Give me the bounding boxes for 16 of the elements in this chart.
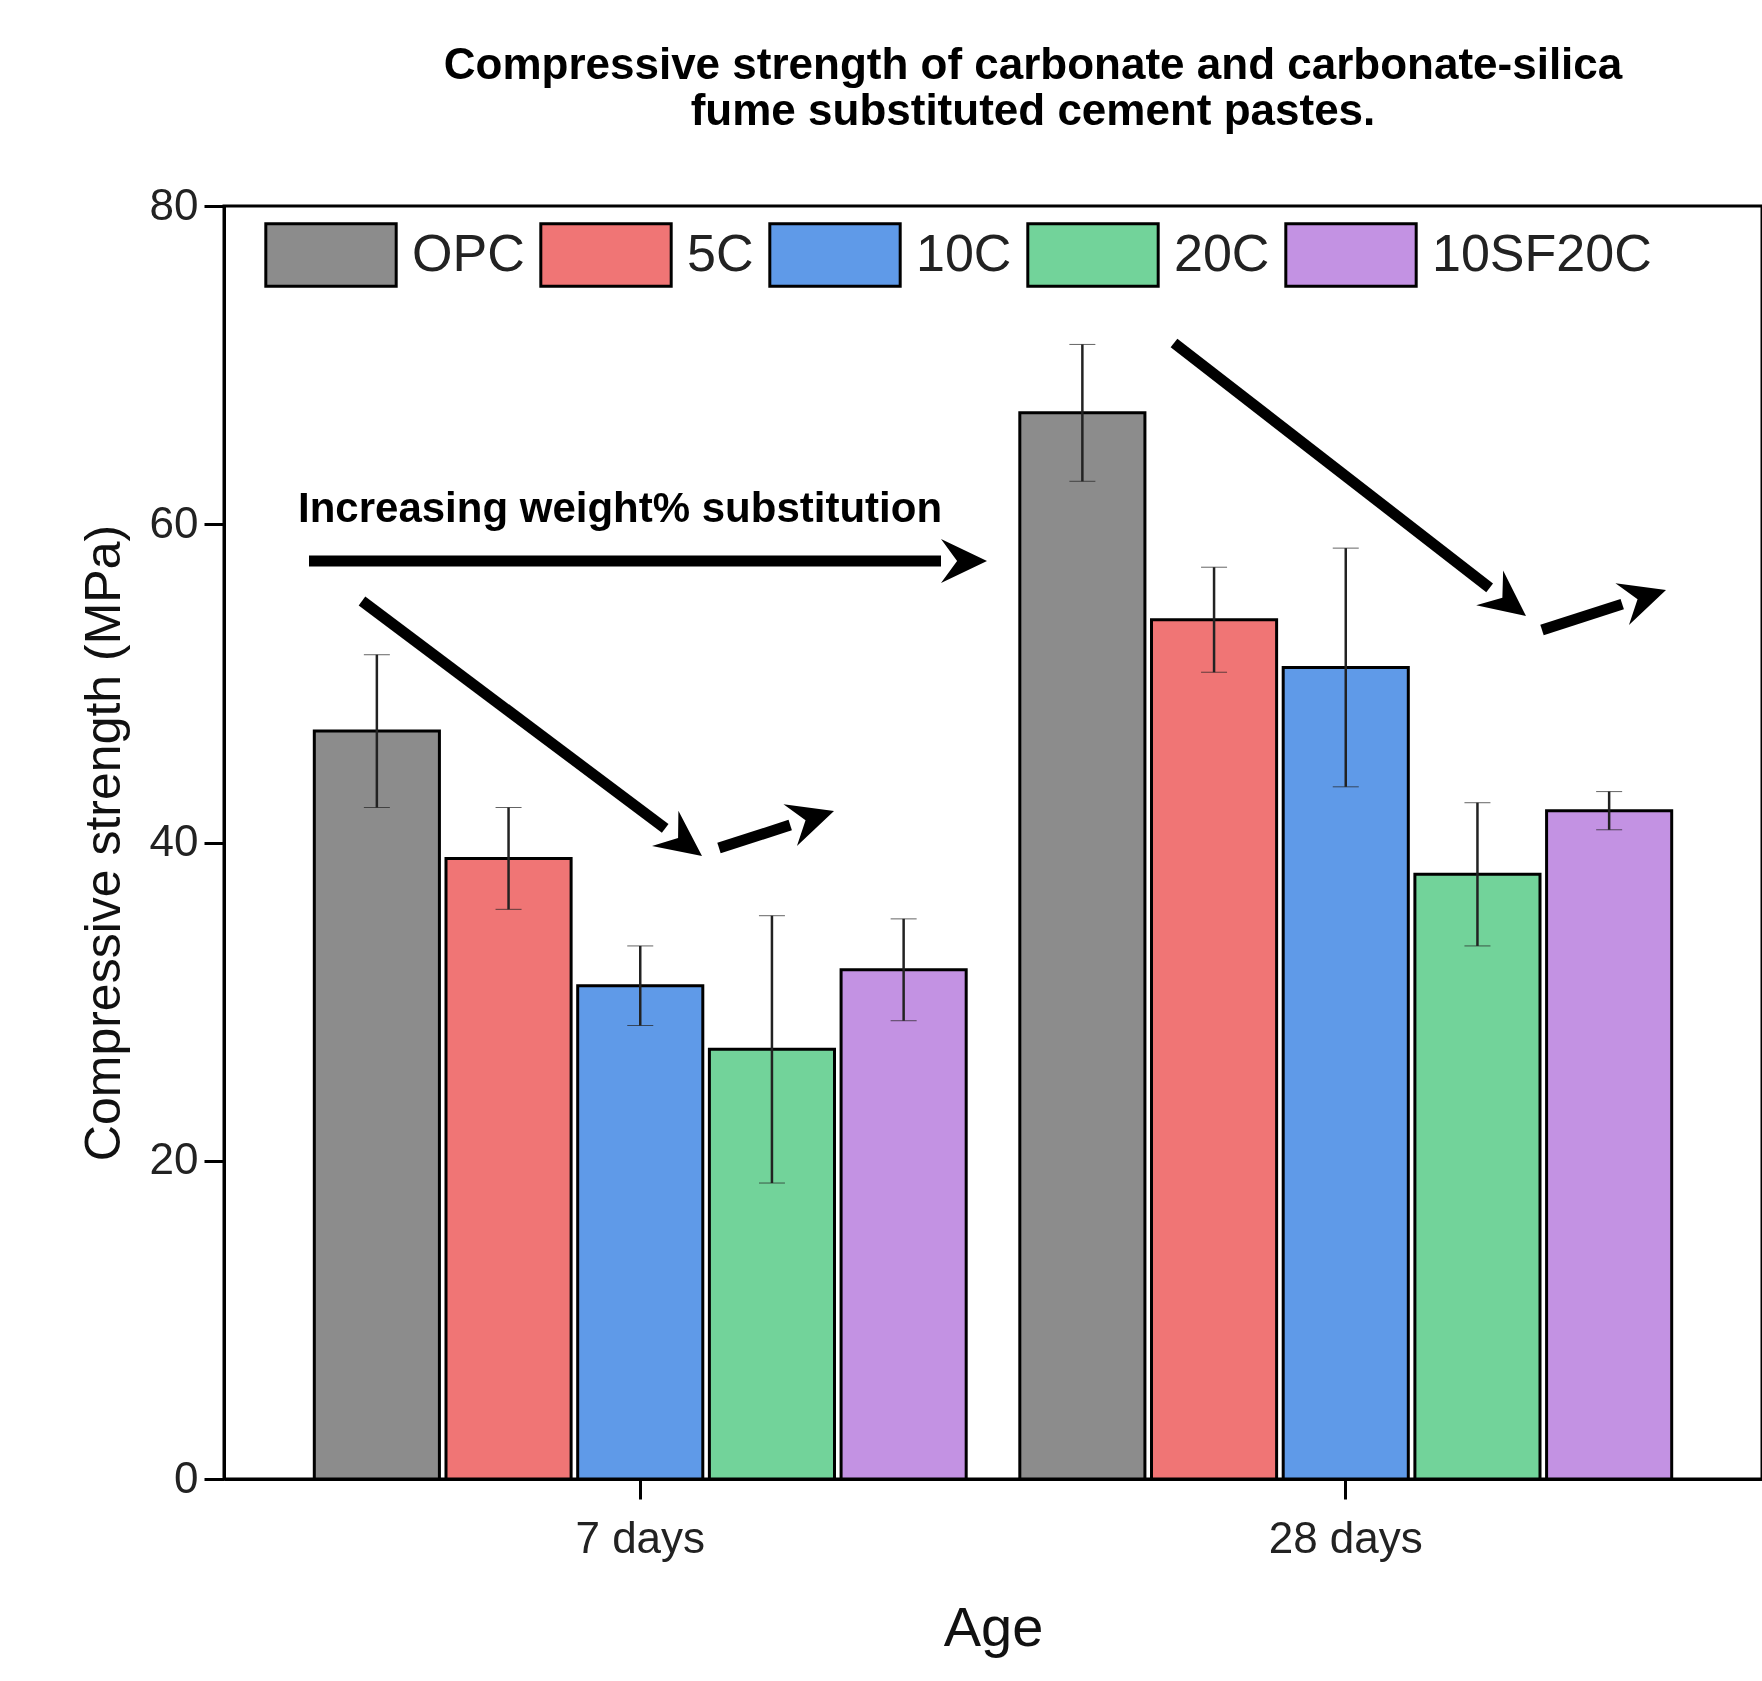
legend-label: 10SF20C	[1432, 224, 1652, 282]
x-axis-title: Age	[943, 1594, 1044, 1658]
y-tick-label: 40	[149, 816, 199, 865]
legend-label: 5C	[687, 224, 754, 282]
y-tick-label: 60	[149, 497, 199, 547]
x-tick-label: 28 days	[1268, 1512, 1423, 1562]
legend-label: OPC	[412, 224, 525, 282]
y-tick-label: 20	[149, 1134, 199, 1184]
legend-label: 10C	[916, 224, 1012, 282]
x-tick-label: 7 days	[575, 1512, 706, 1562]
text: Compressive strength of carbonate and carbonate-silica	[443, 39, 1623, 88]
y-axis-title: Compressive strength (MPa)	[74, 524, 131, 1162]
y-tick-label: 80	[149, 179, 199, 229]
legend-label: 20C	[1174, 224, 1270, 282]
y-tick-label: 0	[174, 1452, 199, 1502]
annotation: Increasing weight% substitution	[298, 484, 943, 531]
